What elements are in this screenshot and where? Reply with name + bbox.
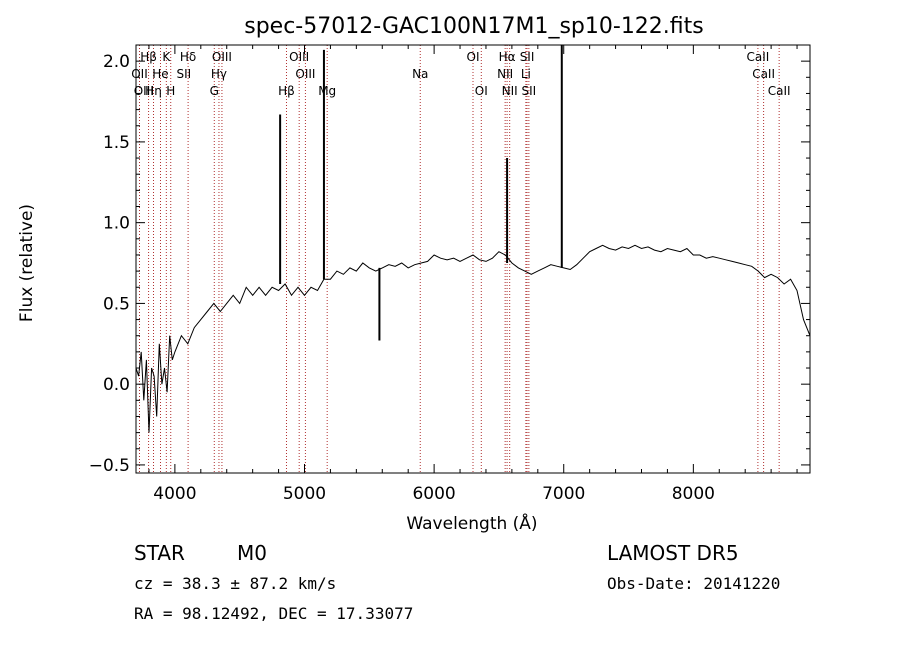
object-subclass: M0 <box>237 541 267 565</box>
spectral-line-label: CaII <box>768 84 791 98</box>
chart-title: spec-57012-GAC100N17M1_sp10-122.fits <box>244 14 704 39</box>
spectral-line-label: SII <box>522 84 537 98</box>
x-tick-label: 7000 <box>542 484 585 504</box>
obs-date-text: Obs-Date: 20141220 <box>607 574 780 593</box>
spectral-line-label: Na <box>412 67 428 81</box>
spectral-line-label: Hη <box>145 84 162 98</box>
y-tick-label: 1.5 <box>103 133 130 153</box>
y-tick-label: 2.0 <box>103 52 130 72</box>
plot-frame <box>135 44 811 474</box>
spectral-line-label: SII <box>520 50 535 64</box>
spectral-line-label: CaII <box>752 67 775 81</box>
y-axis-label: Flux (relative) <box>17 204 37 322</box>
spectral-line-label: He <box>152 67 168 81</box>
spectral-line-label: OIII <box>212 50 232 64</box>
x-tick-label: 8000 <box>672 484 715 504</box>
spectral-line-label: Hα <box>499 50 516 64</box>
x-tick-label: 6000 <box>412 484 455 504</box>
spectral-line-label: NII <box>497 67 513 81</box>
spectral-line-label: OIII <box>289 50 309 64</box>
y-tick-label: −0.5 <box>89 456 130 476</box>
spectral-line-label: Li <box>521 67 531 81</box>
spectral-line-label: OI <box>467 50 480 64</box>
x-tick-label: 4000 <box>153 484 196 504</box>
spectral-line-label: Hβ <box>278 84 295 98</box>
spectral-line-label: OIII <box>295 67 315 81</box>
reference-lines <box>138 45 780 473</box>
spectral-line-label: Hγ <box>211 67 227 81</box>
x-axis-label: Wavelength (Å) <box>406 512 537 534</box>
x-axis-ticks: 4000 5000 6000 7000 8000 <box>148 45 798 504</box>
coordinates-text: RA = 98.12492, DEC = 17.33077 <box>134 604 413 623</box>
spectral-line-label: NII <box>502 84 518 98</box>
spectral-line-label: G <box>210 84 219 98</box>
spectral-line-label: OI <box>475 84 488 98</box>
x-tick-label: 5000 <box>283 484 326 504</box>
spectrum-line <box>135 244 811 433</box>
redshift-text: cz = 38.3 ± 87.2 km/s <box>134 574 336 593</box>
line-labels: Hβ K Hδ OIII OIII OI Hα SII CaII OII He SII Hγ OIII Na… <box>131 50 790 98</box>
y-tick-label: 1.0 <box>103 214 130 234</box>
spectral-line-label: CaII <box>746 50 769 64</box>
y-tick-label: 0.5 <box>103 294 130 314</box>
spectral-line-label: Hδ <box>180 50 196 64</box>
spectrum-series <box>135 45 811 433</box>
spectral-line-label: Hβ <box>140 50 157 64</box>
y-tick-label: 0.0 <box>103 375 130 395</box>
spectral-line-label: SII <box>176 67 191 81</box>
spectral-line-label: K <box>162 50 171 64</box>
survey-label: LAMOST DR5 <box>607 541 739 565</box>
spectral-line-label: Mg <box>318 84 336 98</box>
spectral-line-label: H <box>166 84 175 98</box>
spectral-line-label: OII <box>131 67 148 81</box>
y-axis-ticks: −0.5 0.0 0.5 1.0 1.5 2.0 <box>89 52 810 476</box>
spectral-line-label: OIII <box>134 84 154 98</box>
object-class: STAR <box>134 541 185 565</box>
